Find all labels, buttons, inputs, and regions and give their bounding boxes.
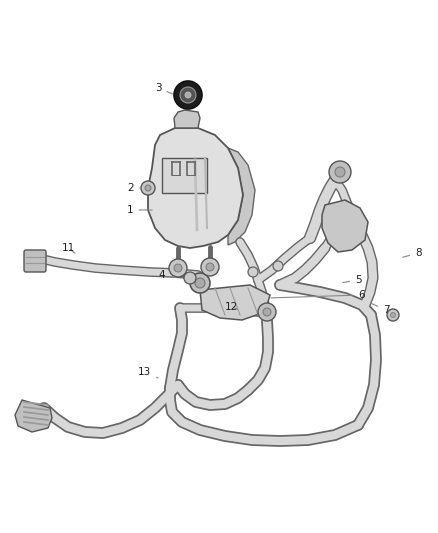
Polygon shape <box>200 285 270 320</box>
Circle shape <box>248 267 258 277</box>
Circle shape <box>184 272 196 284</box>
Text: 3: 3 <box>155 83 173 94</box>
Text: 8: 8 <box>403 248 422 258</box>
Text: 7: 7 <box>371 303 390 315</box>
Polygon shape <box>174 110 200 128</box>
Circle shape <box>391 312 396 318</box>
Polygon shape <box>322 200 368 252</box>
Circle shape <box>174 264 182 272</box>
Circle shape <box>258 303 276 321</box>
Text: 11: 11 <box>62 243 75 253</box>
Text: 10: 10 <box>0 532 1 533</box>
Text: 1: 1 <box>127 205 152 215</box>
Circle shape <box>263 308 271 316</box>
Circle shape <box>174 81 202 109</box>
Circle shape <box>335 167 345 177</box>
Text: 5: 5 <box>343 275 362 285</box>
Circle shape <box>195 278 205 288</box>
Circle shape <box>169 259 187 277</box>
Polygon shape <box>228 148 255 245</box>
Circle shape <box>201 258 219 276</box>
Text: 13: 13 <box>138 367 158 378</box>
Circle shape <box>387 309 399 321</box>
FancyBboxPatch shape <box>24 250 46 272</box>
Text: 4: 4 <box>158 270 175 280</box>
Circle shape <box>180 87 196 103</box>
Text: 6: 6 <box>271 290 364 300</box>
Circle shape <box>329 161 351 183</box>
Circle shape <box>145 185 151 191</box>
Polygon shape <box>148 128 243 248</box>
Circle shape <box>273 261 283 271</box>
Text: 9: 9 <box>0 532 1 533</box>
Circle shape <box>190 273 210 293</box>
Polygon shape <box>15 400 52 432</box>
Circle shape <box>185 92 191 98</box>
Text: 12: 12 <box>225 302 238 312</box>
Text: 2: 2 <box>127 183 139 193</box>
Circle shape <box>206 263 214 271</box>
Circle shape <box>141 181 155 195</box>
FancyBboxPatch shape <box>162 158 207 193</box>
